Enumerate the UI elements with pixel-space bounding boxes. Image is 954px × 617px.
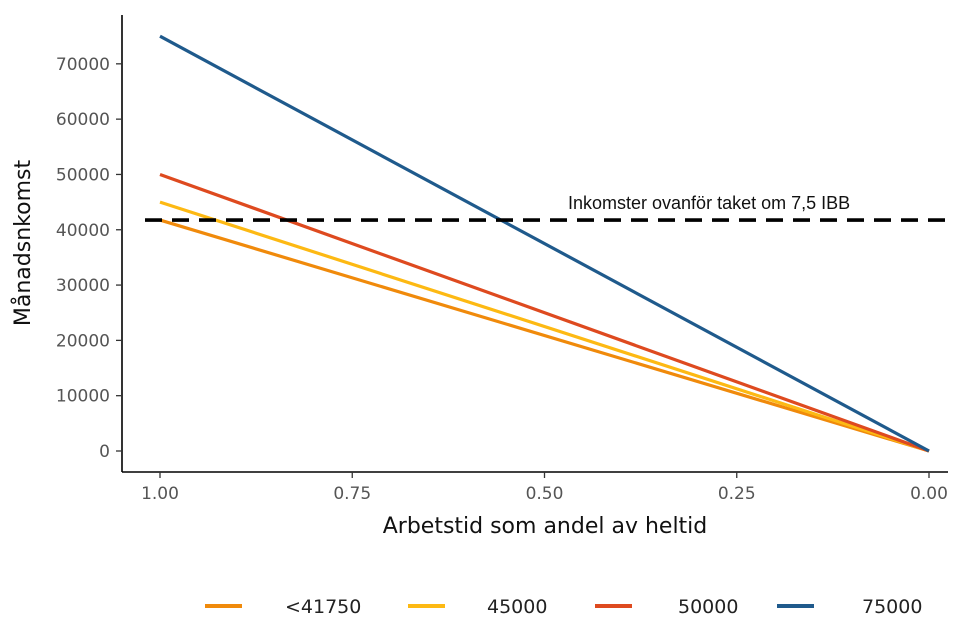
legend-label-2: 45000 <box>487 596 547 617</box>
y-tick-label: 20000 <box>56 331 110 351</box>
y-tick-label: 0 <box>99 442 110 462</box>
x-axis-ticks: 1.00 0.75 0.50 0.25 0.00 <box>141 472 948 504</box>
ceiling-annotation: Inkomster ovanför taket om 7,5 IBB <box>568 193 850 213</box>
y-tick-label: 40000 <box>56 221 110 241</box>
x-tick-label: 0.50 <box>526 484 564 504</box>
y-axis-ticks: 0 10000 20000 30000 40000 50000 60000 70000 <box>56 55 122 462</box>
legend-label-3: 50000 <box>678 596 738 617</box>
legend: <41750 45000 50000 75000 <box>205 596 922 617</box>
y-tick-label: 10000 <box>56 387 110 407</box>
x-tick-label: 0.25 <box>718 484 756 504</box>
x-tick-label: 1.00 <box>141 484 179 504</box>
x-tick-label: 0.75 <box>333 484 371 504</box>
series-line-4 <box>159 34 930 453</box>
legend-label-4: 75000 <box>862 596 922 617</box>
series-line-3 <box>159 172 930 453</box>
series-line-1 <box>159 218 930 453</box>
legend-label-1: <41750 <box>285 596 361 617</box>
plot-area <box>145 34 948 453</box>
y-tick-label: 30000 <box>56 276 110 296</box>
y-tick-label: 70000 <box>56 55 110 75</box>
series-line-2 <box>159 200 930 453</box>
x-axis-title: Arbetstid som andel av heltid <box>383 514 708 539</box>
y-axis-title: Månadsnkomst <box>10 160 36 327</box>
x-tick-label: 0.00 <box>910 484 948 504</box>
y-tick-label: 50000 <box>56 165 110 185</box>
y-tick-label: 60000 <box>56 110 110 130</box>
